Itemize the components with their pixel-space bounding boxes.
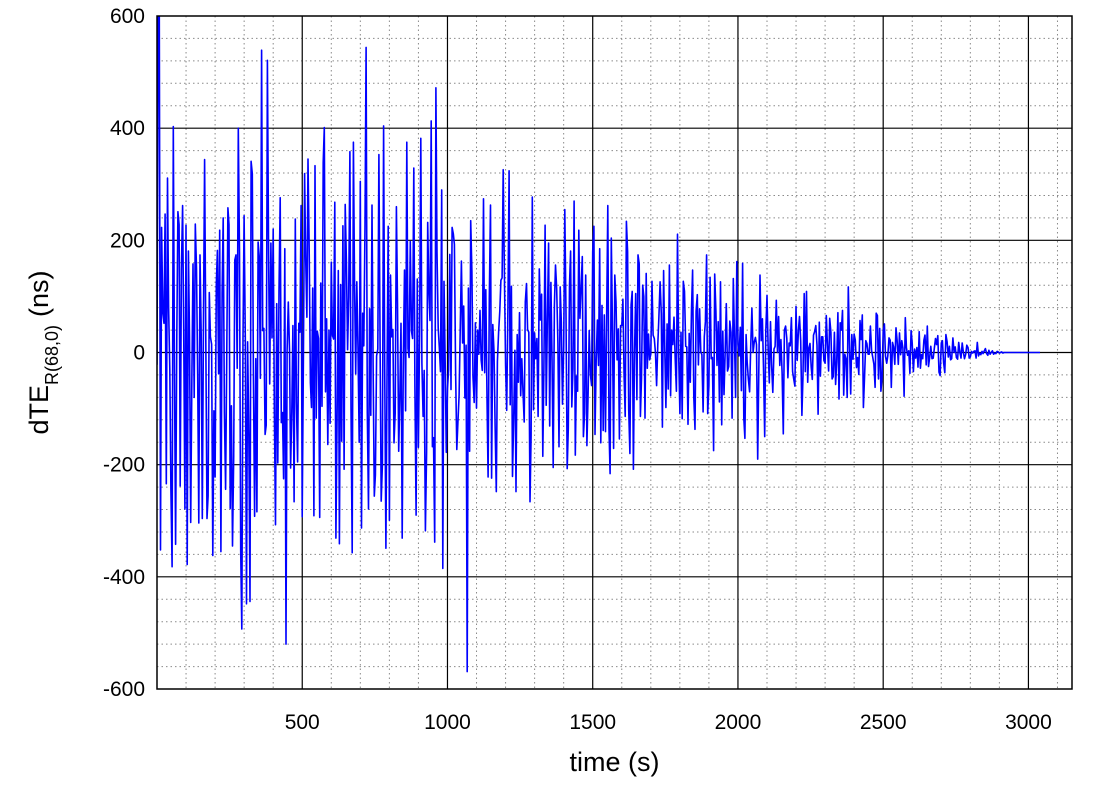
y-axis-title-main: dTE <box>24 385 54 435</box>
plot-frame <box>156 15 1073 690</box>
y-tick-label: -400 <box>103 566 145 589</box>
y-tick-labels: -600 -400 -200 0 200 400 600 <box>103 5 145 701</box>
y-tick-label: -600 <box>103 678 145 701</box>
x-tick-label: 1500 <box>569 711 616 734</box>
x-tick-label: 2500 <box>860 711 907 734</box>
x-tick-label: 3000 <box>1005 711 1052 734</box>
y-axis-title: dTER(68,0) (ns) <box>24 270 62 434</box>
series-line <box>157 16 1040 673</box>
y-tick-label: 0 <box>133 342 145 365</box>
y-axis-title-subscript: R(68,0) <box>42 325 62 385</box>
y-tick-label: 200 <box>110 229 145 252</box>
series-layer <box>157 16 1040 673</box>
x-tick-label: 500 <box>285 711 320 734</box>
x-tick-labels: 500 1000 1500 2000 2500 3000 <box>285 711 1052 734</box>
x-tick-label: 1000 <box>424 711 471 734</box>
y-tick-label: -200 <box>103 454 145 477</box>
x-axis-title: time (s) <box>570 747 660 777</box>
x-tick-label: 2000 <box>715 711 762 734</box>
y-axis-title-unit: (ns) <box>24 270 54 317</box>
y-tick-label: 600 <box>110 5 145 28</box>
y-tick-label: 400 <box>110 117 145 140</box>
